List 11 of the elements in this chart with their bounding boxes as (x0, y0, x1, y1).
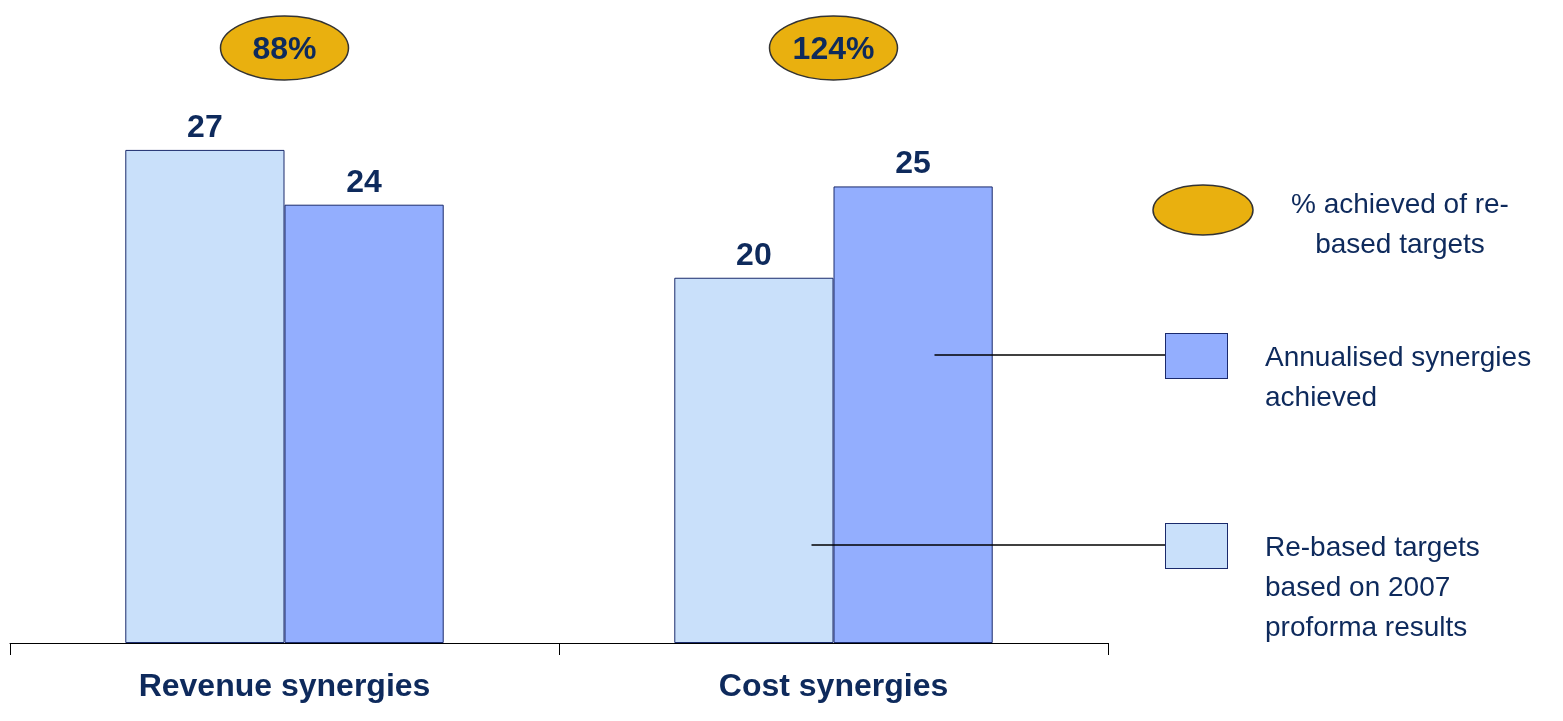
legend-label: Re-based targets based on 2007 proforma results (1265, 530, 1481, 644)
legend-label: Annualised synergies achieved (1265, 340, 1533, 414)
text: % achieved of re-based targets (1290, 187, 1510, 261)
x-tick-label: Revenue synergies (138, 667, 431, 703)
data-label: 24 (346, 162, 383, 199)
text: 124% (792, 30, 875, 66)
data-label: 25 (895, 144, 931, 181)
data-label: 20 (736, 235, 772, 272)
text: 88% (252, 30, 317, 66)
x-tick-label: Cost synergies (718, 667, 949, 703)
data-label: 27 (187, 107, 223, 144)
